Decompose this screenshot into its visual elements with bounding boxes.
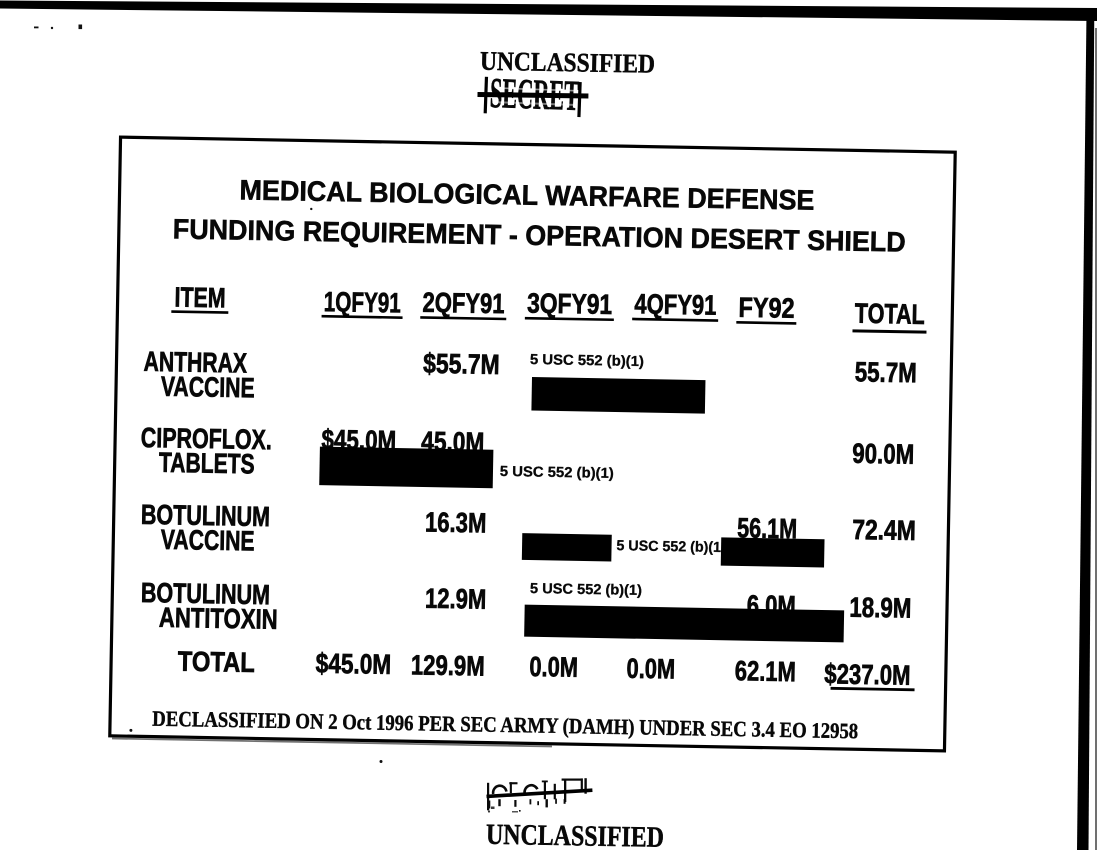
svg-text:$237.0M: $237.0M bbox=[824, 659, 911, 692]
svg-text:CIPROFLOX.: CIPROFLOX. bbox=[141, 423, 273, 456]
svg-text:VACCINE: VACCINE bbox=[161, 524, 255, 557]
svg-text:BOTULINUM: BOTULINUM bbox=[141, 578, 271, 611]
svg-text:UNCLASSIFIED: UNCLASSIFIED bbox=[480, 47, 655, 79]
svg-text:FY92: FY92 bbox=[738, 292, 795, 324]
svg-text:62.1M: 62.1M bbox=[734, 656, 796, 688]
svg-text:TOTAL: TOTAL bbox=[855, 298, 926, 330]
svg-text:0.0M: 0.0M bbox=[529, 652, 578, 684]
svg-text:4QFY91: 4QFY91 bbox=[634, 289, 717, 322]
svg-text:5 USC 552 (b)(1): 5 USC 552 (b)(1) bbox=[530, 352, 644, 370]
svg-text:12.9M: 12.9M bbox=[425, 583, 487, 615]
svg-text:BOTULINUM: BOTULINUM bbox=[141, 499, 271, 532]
svg-text:5 USC 552 (b)(1: 5 USC 552 (b)(1 bbox=[616, 538, 721, 556]
svg-text:ANTITOXIN: ANTITOXIN bbox=[159, 602, 278, 635]
svg-text:2QFY91: 2QFY91 bbox=[422, 287, 505, 320]
svg-text:90.0M: 90.0M bbox=[852, 438, 914, 470]
svg-text:129.9M: 129.9M bbox=[411, 650, 485, 682]
svg-text:5 USC 552 (b)(1): 5 USC 552 (b)(1) bbox=[530, 581, 642, 599]
svg-text:16.3M: 16.3M bbox=[425, 507, 487, 539]
svg-text:18.9M: 18.9M bbox=[849, 592, 912, 624]
svg-text:ITEM: ITEM bbox=[174, 282, 226, 314]
svg-text:$55.7M: $55.7M bbox=[423, 348, 500, 380]
svg-text:VACCINE: VACCINE bbox=[161, 371, 255, 404]
svg-text:1QFY91: 1QFY91 bbox=[324, 287, 402, 319]
svg-text:TOTAL: TOTAL bbox=[178, 646, 256, 678]
svg-text:3QFY91: 3QFY91 bbox=[527, 288, 613, 321]
svg-text:72.4M: 72.4M bbox=[852, 515, 916, 547]
svg-text:5 USC 552 (b)(1): 5 USC 552 (b)(1) bbox=[500, 464, 614, 482]
svg-text:TABLETS: TABLETS bbox=[159, 447, 255, 480]
svg-text:ANTHRAX: ANTHRAX bbox=[143, 346, 247, 379]
svg-text:55.7M: 55.7M bbox=[854, 357, 917, 389]
svg-text:0.0M: 0.0M bbox=[626, 653, 675, 685]
svg-text:$45.0M: $45.0M bbox=[315, 648, 391, 680]
svg-text:UNCLASSIFIED: UNCLASSIFIED bbox=[486, 817, 665, 850]
